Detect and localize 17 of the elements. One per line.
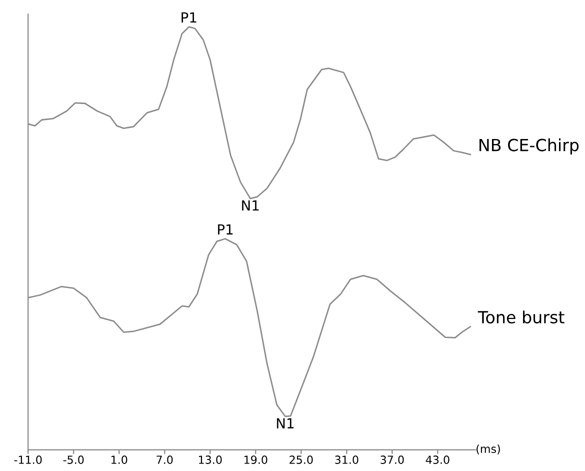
x-axis-title: (ms): [476, 444, 500, 454]
x-tick-label: 7.0: [156, 456, 173, 464]
x-tick-label: 31.0: [335, 456, 358, 464]
x-tick-label: 19.0: [244, 456, 268, 464]
x-tick-label: -5.0: [63, 456, 84, 464]
annotation: P1: [182, 12, 196, 23]
x-tick-label: 37.0: [380, 456, 404, 464]
x-tick-label: -11.0: [14, 456, 42, 464]
x-tick-label: 25.0: [290, 456, 313, 464]
x-tick-label: 43.0: [426, 456, 450, 464]
series-label: Tone burst: [478, 310, 564, 324]
annotation: N1: [242, 200, 259, 210]
x-tick-label: 1.0: [111, 456, 128, 464]
x-tick-label: 13.0: [198, 456, 222, 464]
annotation: N1: [276, 418, 294, 428]
series-label: NB CE-Chirp: [480, 138, 579, 155]
annotation: P1: [218, 224, 233, 234]
